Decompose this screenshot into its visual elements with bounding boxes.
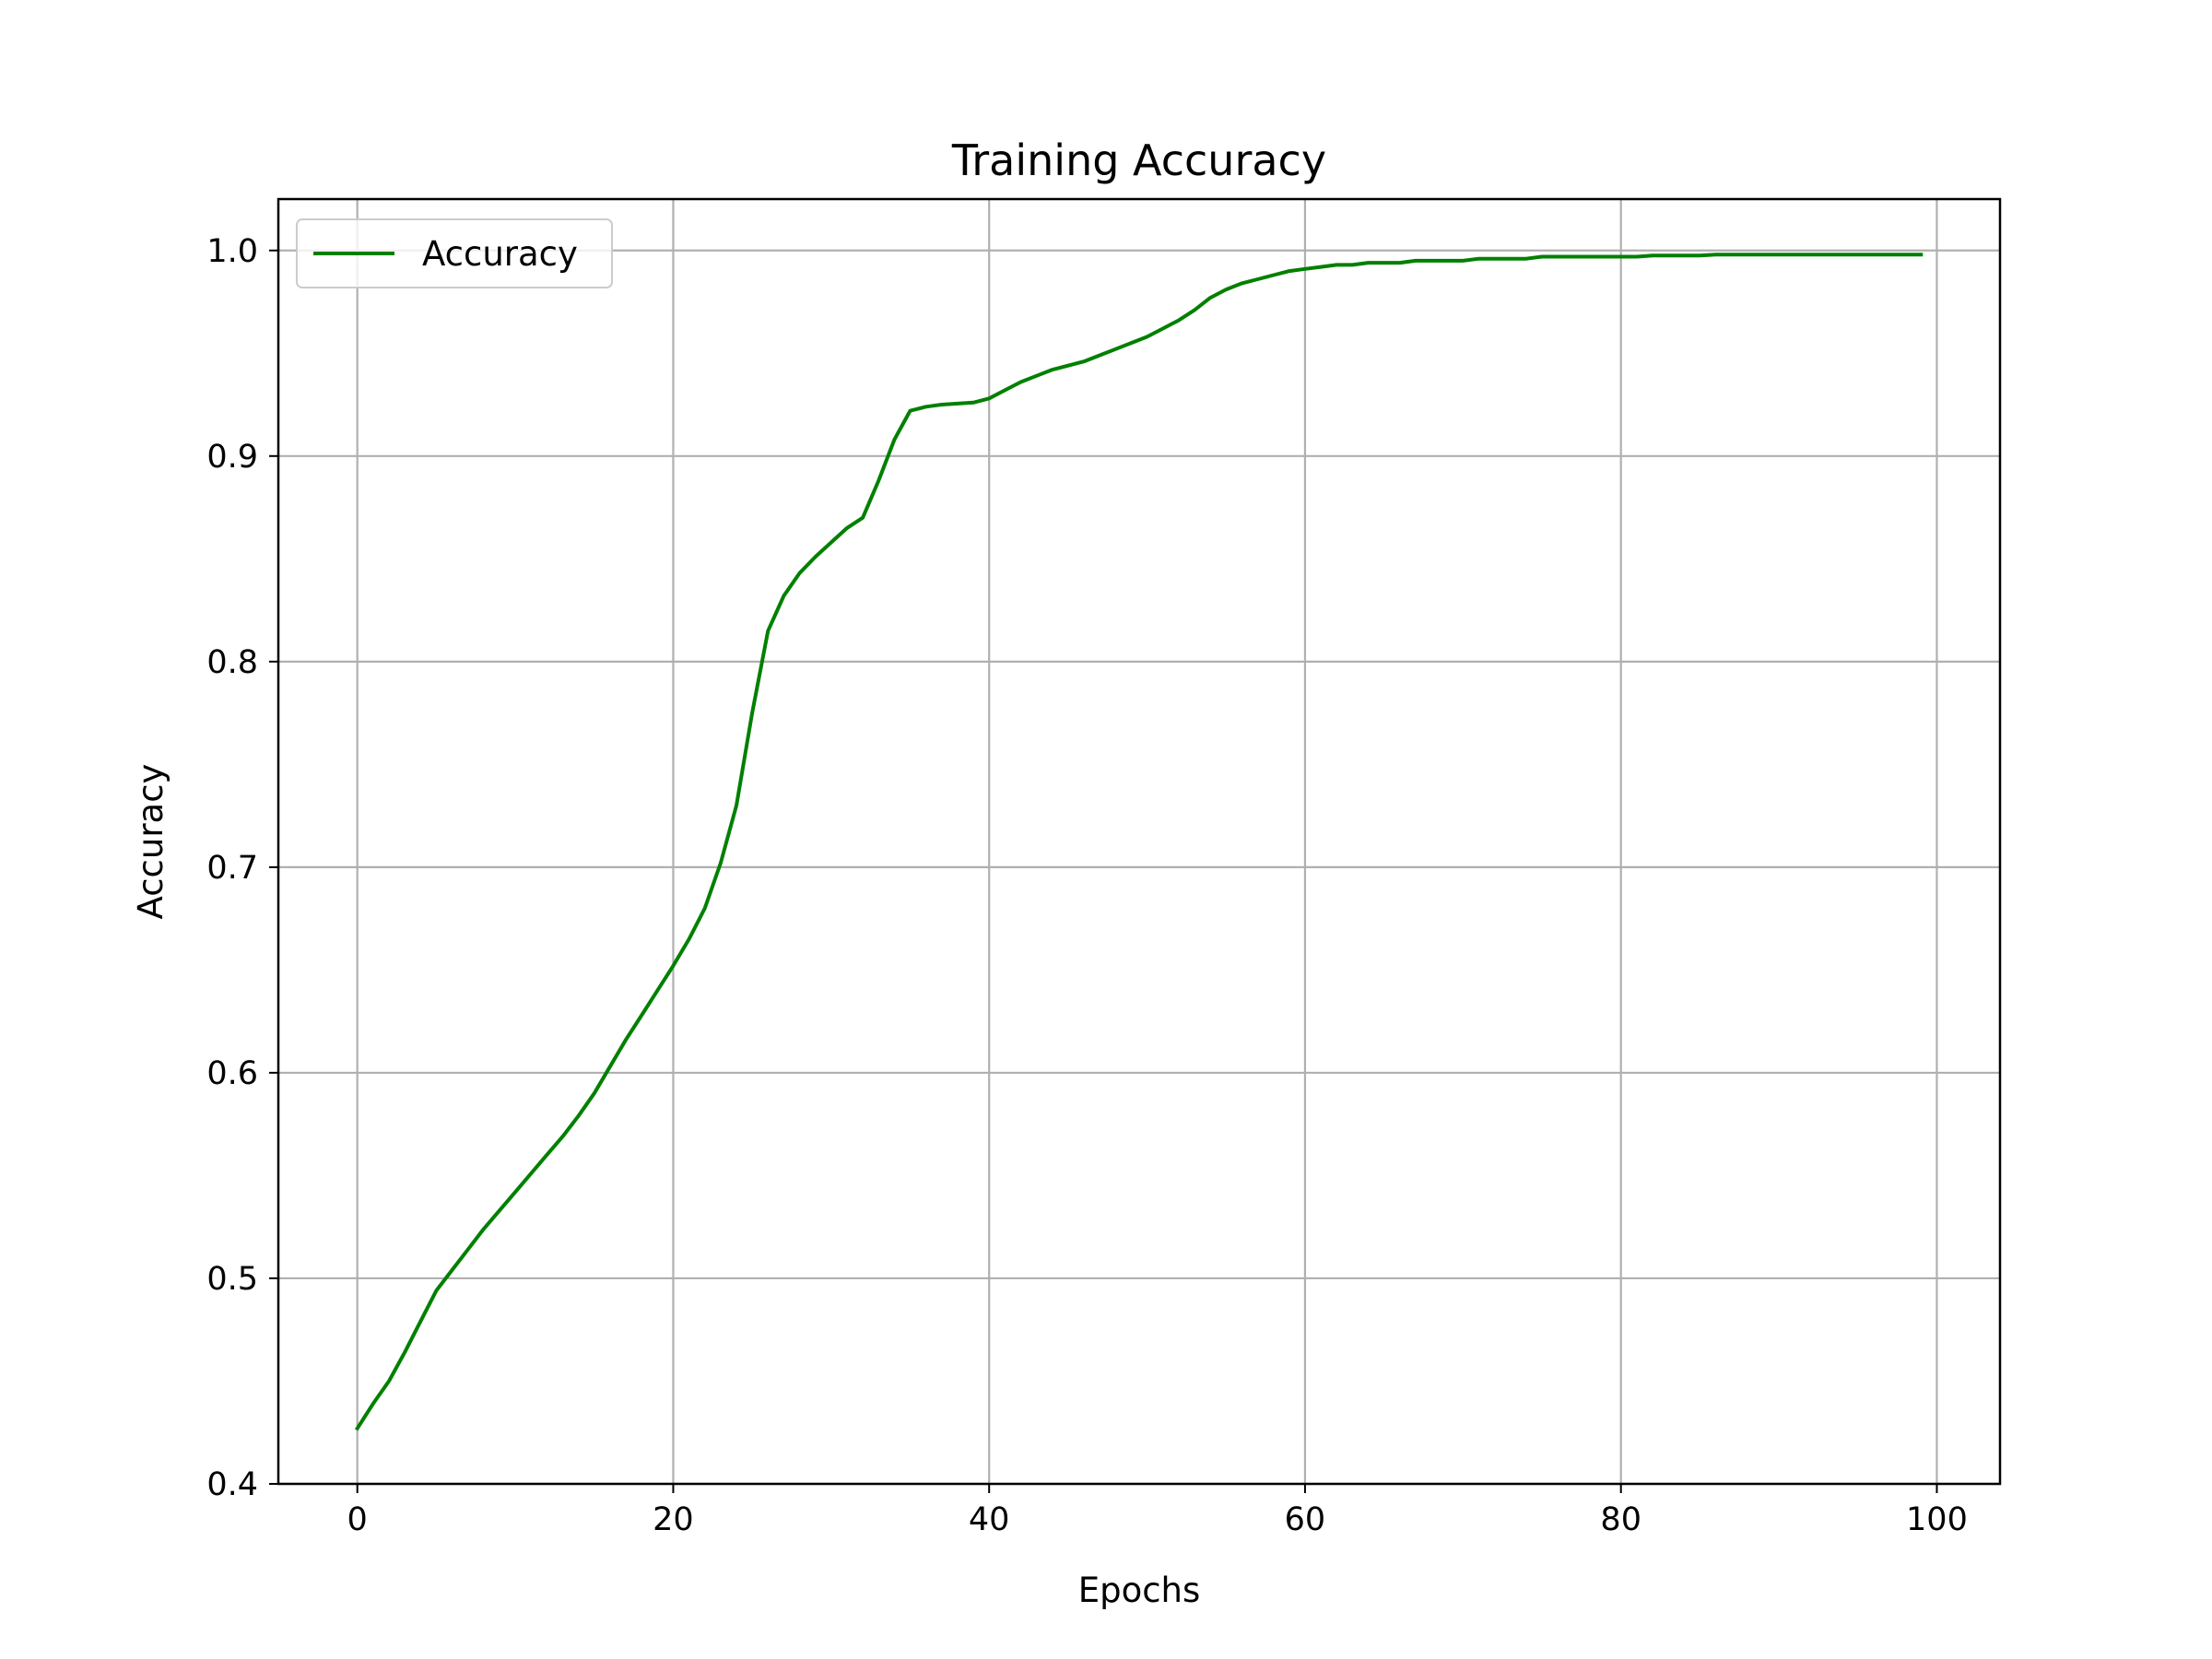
y-tick-label: 0.8	[206, 644, 258, 681]
grid	[278, 199, 2000, 1486]
plot-frame	[276, 197, 2002, 1486]
y-tick-label: 0.9	[206, 439, 258, 476]
y-tick-label: 0.4	[206, 1466, 258, 1503]
x-tick-label: 40	[969, 1501, 1010, 1538]
y-tick-label: 0.5	[206, 1261, 258, 1298]
legend-box	[296, 218, 613, 288]
series-layer	[354, 253, 1924, 1431]
x-axis-label: Epochs	[1078, 1571, 1201, 1610]
y-axis-label: Accuracy	[131, 764, 171, 920]
y-tick-label: 0.6	[206, 1055, 258, 1092]
x-tick-label: 60	[1285, 1501, 1326, 1538]
x-tick-label: 0	[347, 1501, 368, 1538]
ticks: 0 20 40 60 80 100 0.4 0.5 0.6 0.7 0.8 0.9 1.0	[206, 233, 1968, 1538]
x-tick-label: 20	[653, 1501, 694, 1538]
y-tick-label: 0.7	[206, 850, 258, 887]
series-line-accuracy	[354, 253, 1924, 1431]
legend-label-accuracy: Accuracy	[422, 234, 578, 274]
x-tick-label: 80	[1600, 1501, 1641, 1538]
chart-title: Training Accuracy	[951, 135, 1326, 185]
legend: Accuracy	[296, 218, 613, 288]
x-tick-label: 100	[1906, 1501, 1968, 1538]
y-tick-label: 1.0	[206, 233, 258, 270]
